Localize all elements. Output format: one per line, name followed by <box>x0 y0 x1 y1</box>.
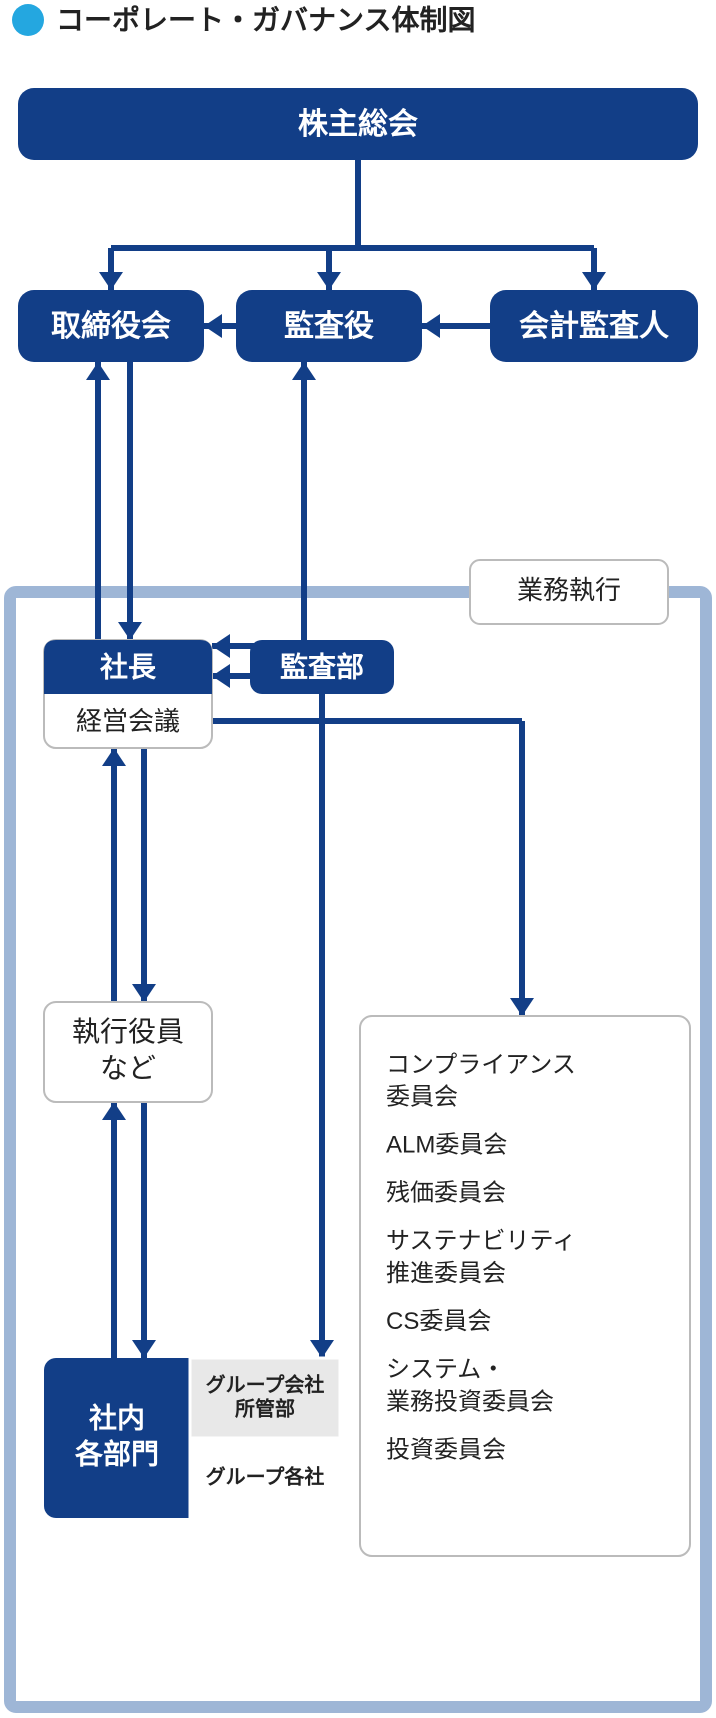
page-title: コーポレート・ガバナンス体制図 <box>56 4 475 35</box>
node-shareholders-label: 株主総会 <box>298 108 418 141</box>
node-auditor-label: 監査役 <box>284 310 374 343</box>
node-depts-label1: 社内 <box>89 1402 145 1433</box>
committee-item-6-line-0: 投資委員会 <box>386 1437 506 1464</box>
committee-item-0-line-1: 委員会 <box>386 1084 458 1111</box>
node-group-co-label: グループ各社 <box>206 1464 325 1488</box>
node-officers-label1: 執行役員 <box>72 1016 184 1047</box>
node-depts-label2: 各部門 <box>74 1437 159 1469</box>
node-officers-label2: など <box>100 1053 156 1084</box>
node-president-label: 社長 <box>100 651 157 682</box>
node-accountant-label: 会計監査人 <box>519 309 669 343</box>
committee-item-5-line-1: 業務投資委員会 <box>386 1389 554 1416</box>
node-mgmt-label: 経営会議 <box>76 706 180 736</box>
frame-label: 業務執行 <box>517 575 621 605</box>
committee-item-2-line-0: 残価委員会 <box>386 1180 506 1207</box>
committee-item-1-line-0: ALM委員会 <box>386 1132 507 1159</box>
committee-item-3-line-1: 推進委員会 <box>386 1260 506 1287</box>
committee-item-4-line-0: CS委員会 <box>386 1308 491 1335</box>
committee-item-0-line-0: コンプライアンス <box>386 1051 576 1078</box>
committee-item-3-line-0: サステナビリティ <box>386 1228 576 1255</box>
committee-item-5-line-0: システム・ <box>386 1356 505 1383</box>
node-group-mgmt-label2: 所管部 <box>235 1396 295 1420</box>
node-board-label: 取締役会 <box>51 309 171 343</box>
node-group-mgmt-label1: グループ会社 <box>206 1372 325 1396</box>
node-audit-dept-label: 監査部 <box>280 651 364 682</box>
